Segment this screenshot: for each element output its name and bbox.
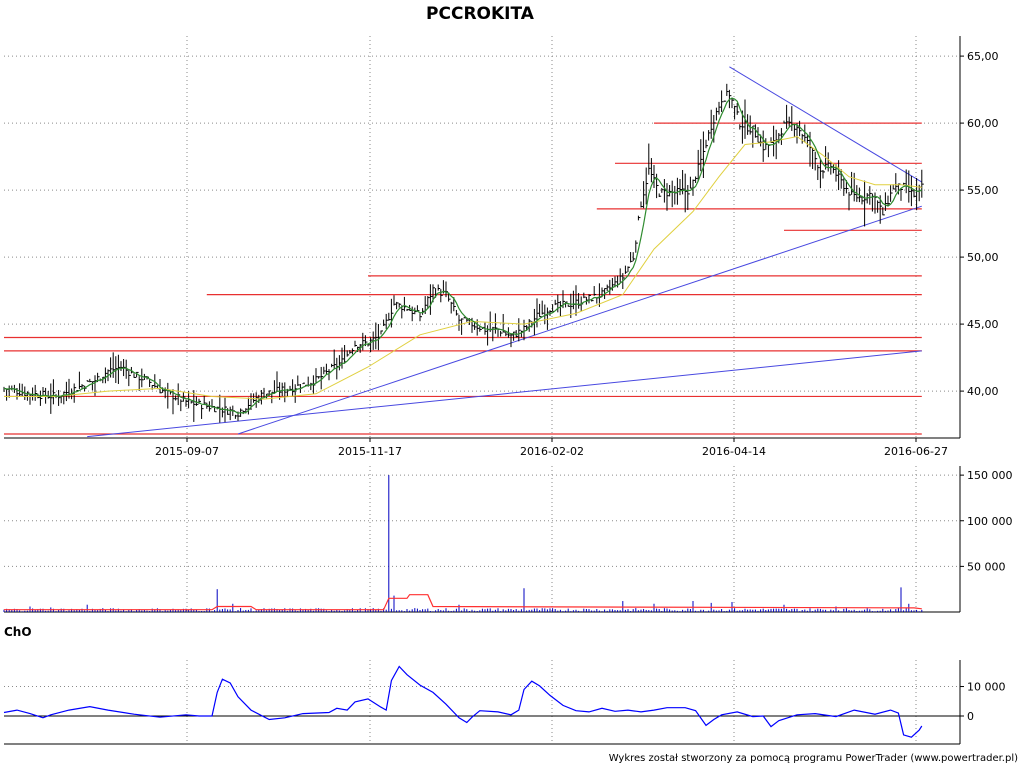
long-moving-average-line xyxy=(4,135,922,400)
volume-y-tick-label: 50 000 xyxy=(967,560,1006,573)
price-x-ticks: 2015-09-07 2015-11-17 2016-02-02 2016-04-14… xyxy=(155,438,948,458)
price-y-tick-label: 55,00 xyxy=(967,184,999,197)
trend-line xyxy=(729,66,923,183)
trend-line xyxy=(87,350,922,438)
volume-average-line xyxy=(4,594,922,611)
x-tick-label: 2015-11-17 xyxy=(338,445,402,458)
chart-title: PCCROKITA xyxy=(426,4,535,24)
price-y-ticks: 40,00 45,00 50,00 55,00 60,00 65,00 xyxy=(960,50,999,398)
volume-grid xyxy=(4,466,960,612)
x-tick-label: 2016-06-27 xyxy=(884,445,948,458)
oscillator-y-tick-label: 0 xyxy=(967,710,974,723)
price-y-tick-label: 45,00 xyxy=(967,318,999,331)
oscillator-label: ChO xyxy=(4,625,32,639)
volume-y-ticks: 50 000 100 000 150 000 xyxy=(960,469,1013,573)
support-resistance-lines xyxy=(4,122,922,435)
x-tick-label: 2016-04-14 xyxy=(702,445,766,458)
volume-y-tick-label: 150 000 xyxy=(967,469,1013,482)
footer-credit: Wykres został stworzony za pomocą progra… xyxy=(609,753,1018,764)
price-y-tick-label: 65,00 xyxy=(967,50,999,63)
trend-line xyxy=(237,205,922,435)
price-y-tick-label: 50,00 xyxy=(967,251,999,264)
short-moving-average-line xyxy=(3,97,923,415)
trend-lines xyxy=(87,66,923,438)
x-tick-label: 2016-02-02 xyxy=(520,445,584,458)
price-y-tick-label: 60,00 xyxy=(967,117,999,130)
oscillator-y-ticks: 0 10 000 xyxy=(960,681,1006,723)
price-y-tick-label: 40,00 xyxy=(967,385,999,398)
volume-y-tick-label: 100 000 xyxy=(967,515,1013,528)
oscillator-grid xyxy=(4,660,960,744)
oscillator-y-tick-label: 10 000 xyxy=(967,681,1006,694)
x-tick-label: 2015-09-07 xyxy=(155,445,219,458)
chaikin-oscillator-line xyxy=(3,665,923,738)
